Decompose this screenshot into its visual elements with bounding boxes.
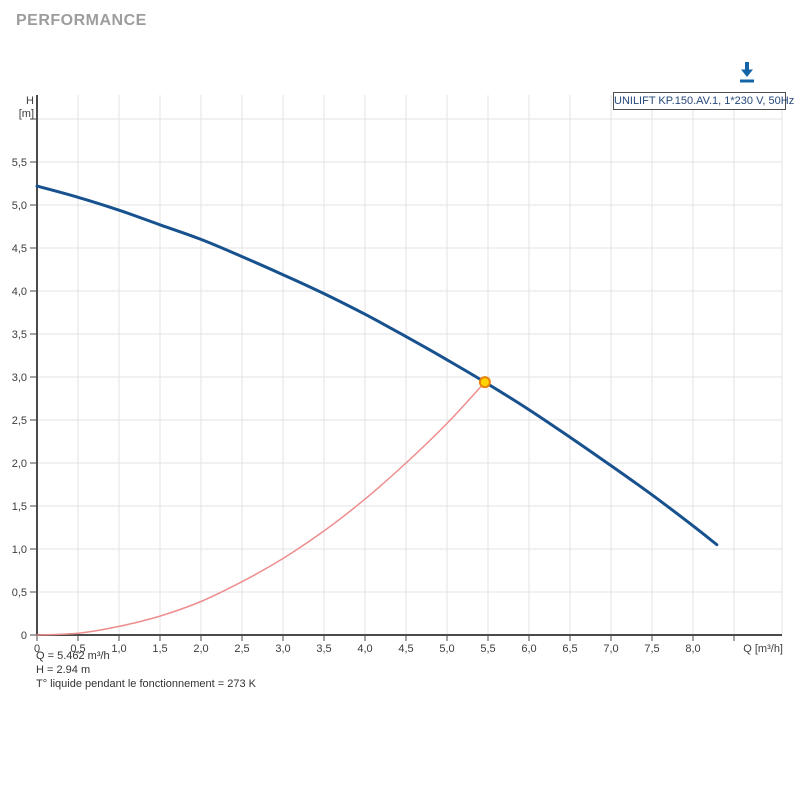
y-tick-label: 0,5	[12, 587, 27, 599]
x-tick-label: 4,0	[357, 643, 372, 655]
curves	[35, 184, 719, 636]
y-tick-label: 2,0	[12, 458, 27, 470]
axis-ticks-and-labels: 0 0,5 1,0 1,5 2,0 2,5 3,0 3,5 4,0 4,5 5,0 5,5 6,0 6,5…	[12, 95, 783, 655]
duty-point-marker[interactable]	[478, 376, 491, 389]
x-tick-label: 5,0	[439, 643, 454, 655]
annotation-liquid-temp: T° liquide pendant le fonctionnement = 2…	[36, 678, 256, 690]
x-tick-label: 3,5	[316, 643, 331, 655]
y-tick-label: 3,5	[12, 329, 27, 341]
x-tick-label: 2,0	[193, 643, 208, 655]
download-icon	[740, 62, 754, 83]
y-axis-label: H	[26, 95, 34, 107]
x-tick-label: 7,5	[644, 643, 659, 655]
y-tick-label: 0	[21, 630, 27, 642]
gridlines	[37, 95, 783, 635]
duty-point-annotations: Q = 5.462 m³/h H = 2.94 m T° liquide pen…	[36, 649, 256, 691]
pump-curve	[35, 184, 719, 547]
legend-pump-label: UNILIFT KP.150.AV.1, 1*230 V, 50Hz	[614, 95, 795, 107]
x-tick-label: 2,5	[234, 643, 249, 655]
x-tick-label: 3,0	[275, 643, 290, 655]
x-axis-label: Q [m³/h]	[743, 643, 783, 655]
y-tick-label: 5,0	[12, 200, 27, 212]
y-axis-label-unit: [m]	[19, 108, 34, 120]
x-tick-label: 7,0	[603, 643, 618, 655]
x-tick-label: 1,5	[152, 643, 167, 655]
axes	[36, 95, 782, 636]
x-tick-label: 6,5	[562, 643, 577, 655]
y-tick-label: 2,5	[12, 415, 27, 427]
y-tick-label: 4,0	[12, 286, 27, 298]
x-tick-label: 6,0	[521, 643, 536, 655]
x-tick-label: 1,0	[111, 643, 126, 655]
annotation-head: H = 2.94 m	[36, 664, 91, 676]
x-tick-label: 0	[34, 643, 40, 655]
annotation-flow: Q = 5.462 m³/h	[36, 650, 110, 662]
y-tick-label: 4,5	[12, 243, 27, 255]
download-button[interactable]	[735, 58, 759, 86]
chart-legend: UNILIFT KP.150.AV.1, 1*230 V, 50Hz	[613, 92, 794, 110]
system-curve	[36, 381, 486, 636]
x-tick-label: 8,0	[685, 643, 700, 655]
y-tick-label: 1,0	[12, 544, 27, 556]
x-tick-label: 4,5	[398, 643, 413, 655]
y-tick-label: 1,5	[12, 501, 27, 513]
x-tick-label: 0,5	[70, 643, 85, 655]
y-tick-label: 5,5	[12, 157, 27, 169]
x-tick-label: 5,5	[480, 643, 495, 655]
y-tick-label: 3,0	[12, 372, 27, 384]
page-title: PERFORMANCE	[16, 12, 147, 29]
